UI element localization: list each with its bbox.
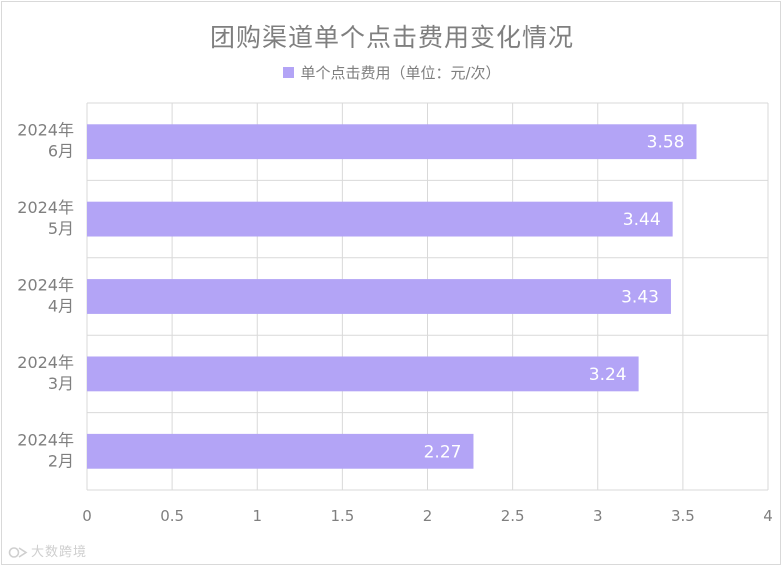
data-label: 2.27 (424, 442, 462, 462)
data-label: 3.24 (589, 365, 627, 385)
y-category-label: 2024年 (17, 430, 74, 449)
y-category-label: 2024年 (17, 198, 74, 217)
legend: 单个点击费用（单位：元/次） (0, 62, 784, 83)
y-category-label: 2024年 (17, 276, 74, 295)
x-tick-label: 0.5 (160, 507, 184, 525)
x-tick-label: 1 (252, 507, 262, 525)
data-label: 3.44 (623, 210, 661, 230)
x-tick-label: 3.5 (671, 507, 695, 525)
bar (87, 433, 474, 469)
y-category-label: 6月 (48, 142, 74, 161)
chart-title: 团购渠道单个点击费用变化情况 (209, 23, 574, 52)
y-category-label: 2024年 (17, 353, 74, 372)
y-category-label: 5月 (48, 219, 74, 238)
y-category-label: 2024年 (17, 121, 74, 140)
bar (87, 201, 673, 237)
watermark-logo-icon (8, 547, 28, 558)
x-tick-label: 4 (763, 507, 773, 525)
x-tick-label: 0 (82, 507, 92, 525)
x-tick-label: 1.5 (330, 507, 354, 525)
x-tick-label: 3 (593, 507, 603, 525)
x-tick-label: 2 (423, 507, 433, 525)
data-label: 3.43 (621, 288, 659, 308)
y-category-label: 4月 (48, 297, 74, 316)
x-tick-label: 2.5 (501, 507, 525, 525)
bar (87, 356, 639, 392)
legend-swatch (283, 67, 295, 78)
y-category-label: 3月 (48, 374, 74, 393)
watermark-text: 大数跨境 (31, 545, 88, 560)
bar (87, 279, 671, 314)
watermark: 大数跨境 (8, 541, 87, 560)
data-label: 3.58 (647, 133, 685, 153)
legend-label: 单个点击费用（单位：元/次） (300, 64, 501, 82)
y-category-label: 2月 (48, 451, 74, 470)
bar (87, 124, 697, 160)
